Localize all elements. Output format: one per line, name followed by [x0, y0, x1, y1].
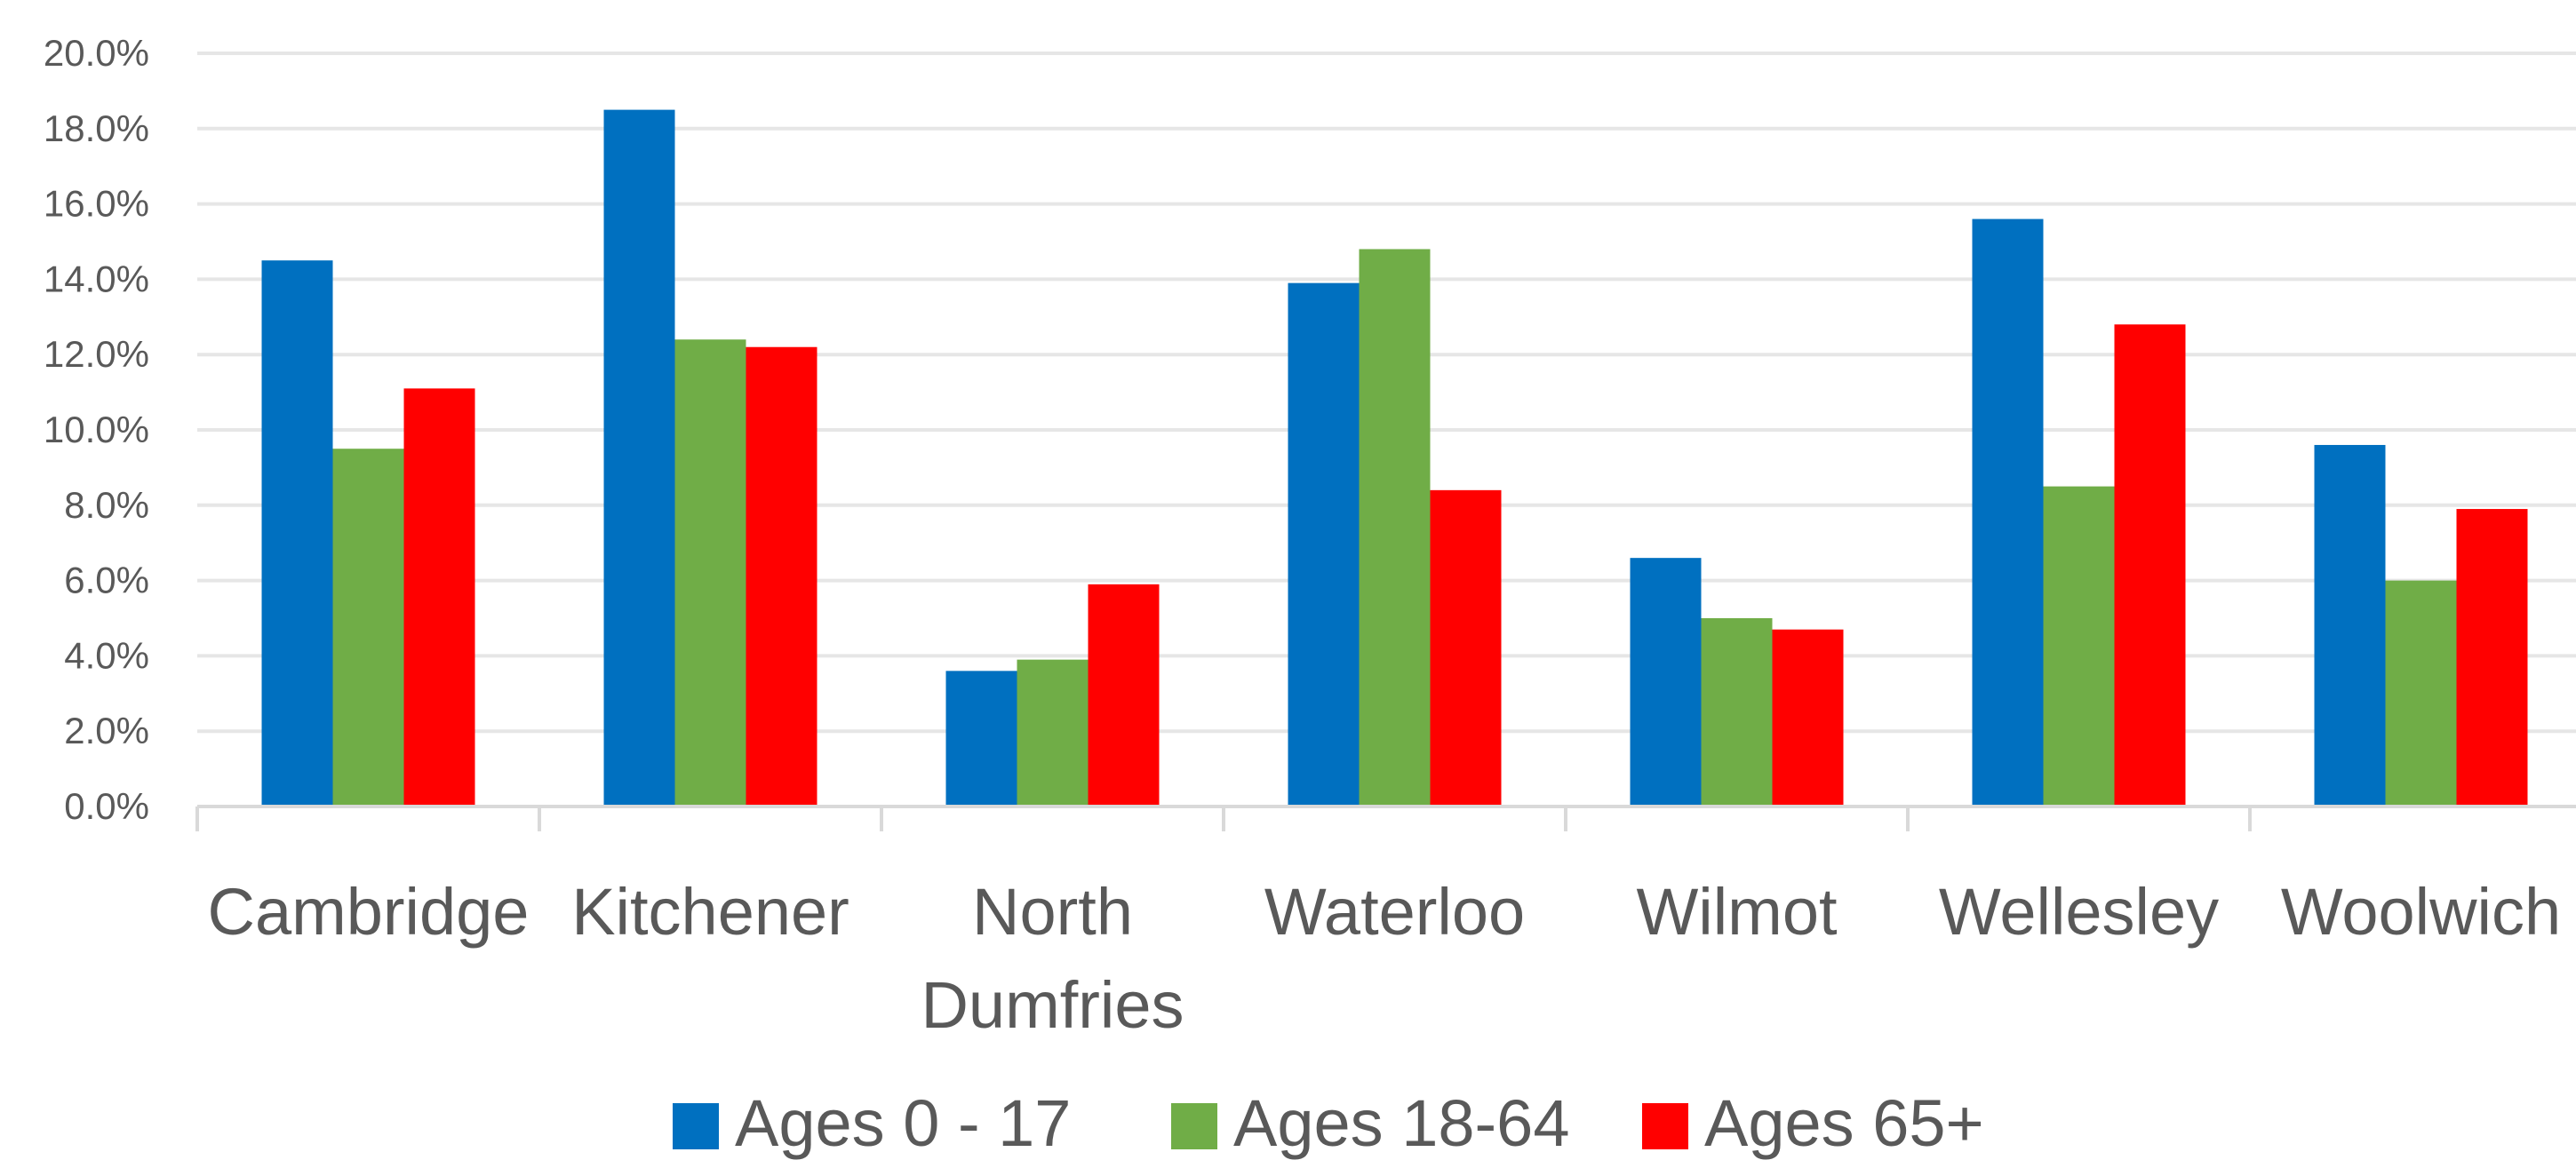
bar [746, 346, 817, 807]
y-tick-label: 6.0% [64, 560, 149, 601]
bar [1701, 618, 1773, 807]
y-tick-label: 20.0% [44, 32, 149, 74]
legend-label: Ages 65+ [1704, 1086, 1984, 1160]
legend-item: Ages 18-64 [1171, 1086, 1570, 1160]
legend-item: Ages 65+ [1642, 1086, 1984, 1160]
x-category-label: Cambridge [208, 875, 530, 949]
x-category-label: Wellesley [1939, 875, 2219, 949]
x-category-label: Wilmot [1636, 875, 1838, 949]
bar [1430, 489, 1502, 807]
bar [1772, 629, 1844, 807]
bar [2456, 509, 2528, 807]
y-tick-label: 4.0% [64, 634, 149, 676]
legend-label: Ages 18-64 [1233, 1086, 1570, 1160]
y-tick-label: 12.0% [44, 333, 149, 375]
bars [261, 109, 2528, 807]
bar [261, 260, 333, 807]
y-tick-label: 0.0% [64, 785, 149, 827]
x-axis [195, 805, 2576, 831]
legend: Ages 0 - 17 Ages 18-64 Ages 65+ [673, 1086, 1984, 1160]
y-tick-label: 8.0% [64, 484, 149, 526]
bar [332, 449, 404, 807]
bar [1972, 219, 2044, 807]
x-axis-category-labels: Cambridge Kitchener North Dumfries Waterloo W… [208, 875, 2562, 1042]
legend-item: Ages 0 - 17 [673, 1086, 1071, 1160]
bar [1288, 282, 1360, 807]
legend-label: Ages 0 - 17 [735, 1086, 1071, 1160]
bar [674, 339, 746, 807]
y-tick-label: 14.0% [44, 258, 149, 299]
bar [403, 388, 475, 807]
bar [1088, 584, 1160, 807]
y-tick-label: 10.0% [44, 409, 149, 450]
x-category-label: Woolwich [2281, 875, 2561, 949]
bar [945, 671, 1017, 807]
legend-swatch [1642, 1103, 1688, 1149]
bar [1359, 249, 1431, 807]
y-tick-label: 16.0% [44, 183, 149, 225]
bar [2314, 444, 2386, 807]
bar [1630, 558, 1702, 807]
legend-swatch [1171, 1103, 1217, 1149]
x-category-label: Waterloo [1264, 875, 1525, 949]
bar [1017, 659, 1089, 807]
bar [603, 109, 675, 807]
y-axis-tick-labels: 0.0% 2.0% 4.0% 6.0% 8.0% 10.0% 12.0% 14.0% 16.0%… [44, 32, 149, 827]
y-tick-label: 18.0% [44, 107, 149, 149]
bar [2385, 580, 2457, 807]
bar [2114, 324, 2186, 807]
y-tick-label: 2.0% [64, 710, 149, 751]
x-category-label: Kitchener [571, 875, 849, 949]
legend-swatch [673, 1103, 719, 1149]
bar [2043, 486, 2115, 807]
x-category-label: North Dumfries [921, 875, 1184, 1042]
